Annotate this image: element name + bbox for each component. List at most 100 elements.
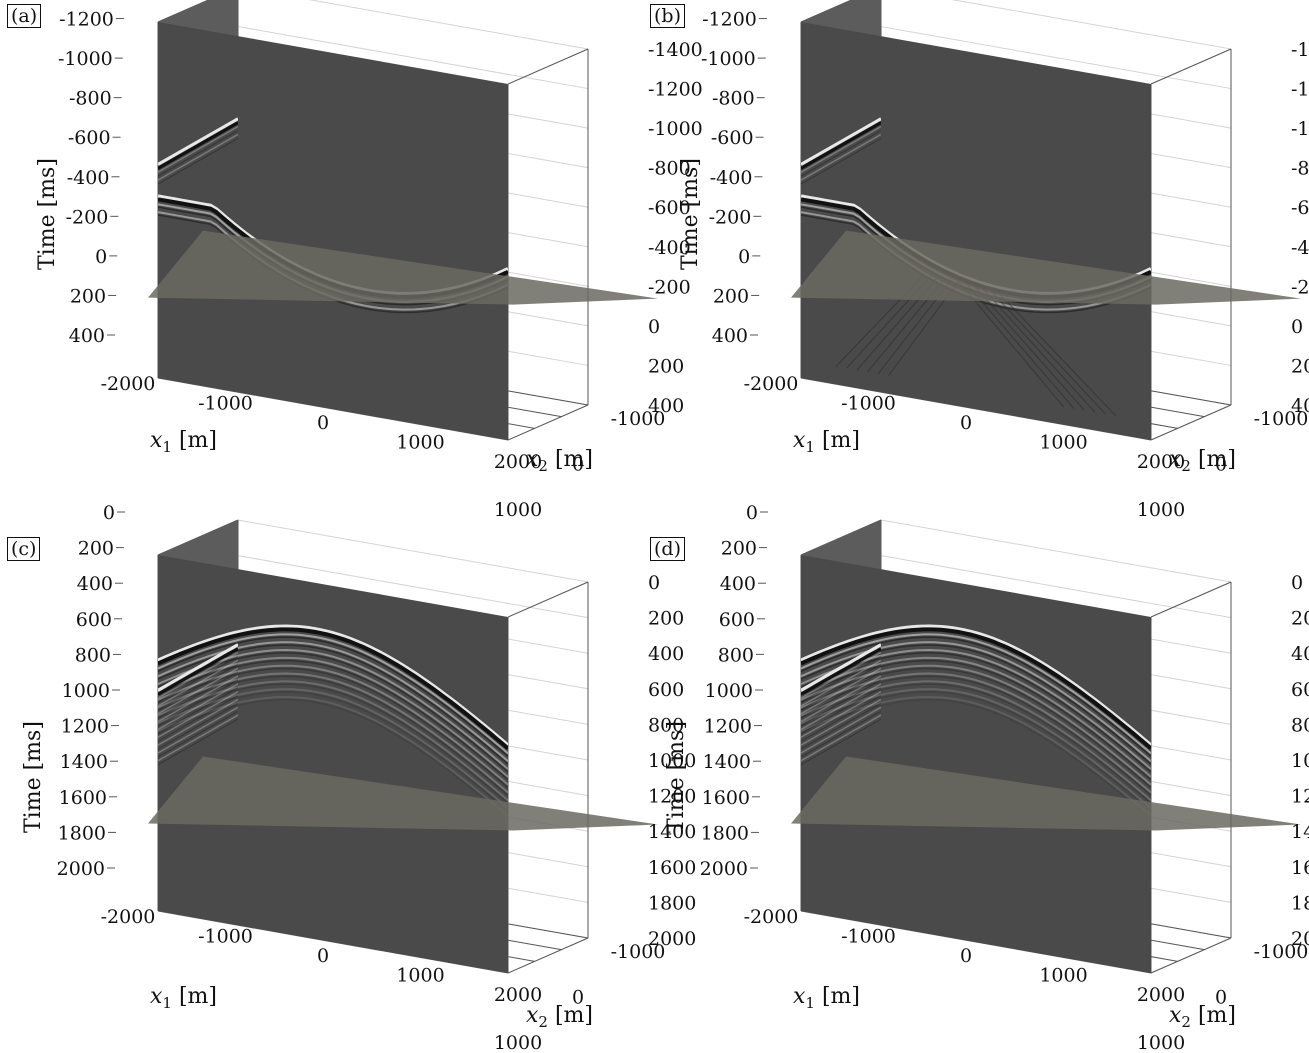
right-time-tick: 1400 <box>648 821 696 843</box>
left-time-tick: -400 <box>67 167 110 189</box>
side-events <box>158 643 238 766</box>
front-slice <box>801 22 1151 440</box>
panel-label: (c) <box>7 537 41 561</box>
panel-label: (d) <box>650 537 685 561</box>
right-time-axis: -1400 -1200 -1000 -800 -600 -400 -200 0 200 400 <box>1291 39 1309 417</box>
x1-tick: -2000 <box>744 373 799 395</box>
right-time-tick: -200 <box>1291 276 1309 298</box>
x2-tick: 0 <box>572 987 584 1009</box>
seismic-cube-a: -1400-1200-1000-800-600-400-2000200400-1… <box>35 0 703 521</box>
x1-tick: -1000 <box>841 926 896 948</box>
left-time-tick: 2000 <box>700 858 748 880</box>
left-time-tick: 400 <box>69 325 105 347</box>
side-events <box>801 643 881 766</box>
right-time-tick: -600 <box>1291 197 1309 219</box>
left-time-tick: 800 <box>75 644 111 666</box>
x1-tick: 1000 <box>1039 965 1087 987</box>
left-time-tick: 200 <box>78 538 114 560</box>
right-time-tick: 0 <box>1291 572 1303 594</box>
left-time-axis: 0 200 400 600 800 1000 1200 1400 1600 1800 2000 <box>700 502 768 880</box>
time-axis-label: Time [ms] <box>664 721 689 833</box>
x2-tick: -1000 <box>1254 408 1309 430</box>
right-time-tick: 1000 <box>648 750 696 772</box>
left-time-tick: 400 <box>720 573 756 595</box>
right-time-tick: -1400 <box>648 39 703 61</box>
right-time-tick: -400 <box>1291 237 1309 259</box>
right-time-tick: 0 <box>1291 316 1303 338</box>
x1-tick: -1000 <box>841 393 896 415</box>
x2-axis: -1000 0 1000 <box>494 408 666 521</box>
x2-tick: 1000 <box>494 1032 542 1053</box>
left-time-tick: -800 <box>69 88 112 110</box>
right-time-tick: 400 <box>1291 395 1309 417</box>
x2-tick: 1000 <box>1137 1032 1185 1053</box>
panel-label: (b) <box>650 4 685 28</box>
seismic-cube-d: 0200400600800100012001400160018002000020… <box>664 502 1309 1053</box>
x2-axis-label: x2 [m] <box>526 1003 593 1031</box>
x1-axis-label: x1 [m] <box>793 984 860 1012</box>
left-time-tick: 2000 <box>57 858 105 880</box>
right-time-axis: 0 200 400 600 800 1000 1200 1400 1600 1800 2000 <box>1291 572 1309 950</box>
x1-tick: 1000 <box>396 965 444 987</box>
x2-tick: 0 <box>1215 454 1227 476</box>
right-time-tick: 1400 <box>1291 821 1309 843</box>
left-time-tick: 1600 <box>59 787 107 809</box>
x2-axis: -1000 0 1000 <box>494 941 666 1053</box>
right-time-axis: 0 200 400 600 800 1000 1200 1400 1600 1800 2000 <box>648 572 696 950</box>
left-time-tick: 1400 <box>703 751 751 773</box>
x1-axis-label: x1 [m] <box>150 984 217 1012</box>
x1-tick: 0 <box>317 945 329 967</box>
right-time-tick: -1200 <box>1291 79 1309 101</box>
right-time-tick: 1800 <box>648 892 696 914</box>
panel-d: 0200400600800100012001400160018002000020… <box>643 502 1309 1053</box>
reflection-events <box>158 624 508 820</box>
x1-axis: -2000 -1000 0 1000 2000 <box>744 906 1186 1006</box>
left-time-tick: -1200 <box>702 9 757 31</box>
left-time-tick: 1600 <box>702 787 750 809</box>
right-time-tick: 2000 <box>648 928 696 950</box>
x1-tick: 0 <box>960 945 972 967</box>
left-time-tick: -800 <box>712 88 755 110</box>
right-time-tick: -400 <box>648 237 691 259</box>
seismic-cube-b: -1400-1200-1000-800-600-400-2000200400-1… <box>678 0 1309 521</box>
right-time-tick: 400 <box>648 395 684 417</box>
left-time-tick: -200 <box>66 206 109 228</box>
left-time-tick: 600 <box>719 609 755 631</box>
left-time-tick: 200 <box>70 285 106 307</box>
left-time-tick: 1400 <box>60 751 108 773</box>
right-time-tick: -1400 <box>1291 39 1309 61</box>
x1-tick: 2000 <box>494 451 542 473</box>
time-axis-label: Time [ms] <box>21 721 46 833</box>
right-time-tick: 1200 <box>1291 786 1309 808</box>
front-slice <box>158 555 508 973</box>
x2-tick: -1000 <box>611 941 666 963</box>
panel-b: -1400-1200-1000-800-600-400-2000200400-1… <box>643 0 1309 521</box>
left-time-axis: 0 200 400 600 800 1000 1200 1400 1600 1800 2000 <box>57 502 125 880</box>
left-time-tick: -1200 <box>59 9 114 31</box>
right-time-tick: -1000 <box>648 118 703 140</box>
right-time-tick: 200 <box>1291 355 1309 377</box>
side-events <box>158 117 238 185</box>
right-time-tick: 0 <box>648 316 660 338</box>
left-time-tick: 0 <box>738 246 750 268</box>
x1-tick: 1000 <box>396 432 444 454</box>
left-time-tick: 400 <box>712 325 748 347</box>
right-time-tick: 800 <box>648 714 684 736</box>
front-slice <box>801 555 1151 973</box>
x1-axis-label: x1 [m] <box>150 428 217 456</box>
right-time-tick: 600 <box>648 679 684 701</box>
seismic-cube-c: 0 200 400 600 800 1000 1200 1400 1600 1800 2000 0 20… <box>21 502 696 1053</box>
left-time-tick: 0 <box>103 502 115 524</box>
right-time-tick: 1600 <box>1291 857 1309 879</box>
left-time-tick: 400 <box>77 573 113 595</box>
right-time-tick: 400 <box>1291 643 1309 665</box>
right-time-tick: 400 <box>648 643 684 665</box>
horizontal-slice <box>148 230 658 305</box>
x2-tick: -1000 <box>611 408 666 430</box>
right-time-axis: -1400 -1200 -1000 -800 -600 -400 -200 0 200 400 <box>648 39 703 417</box>
left-time-tick: 200 <box>713 285 749 307</box>
side-events <box>801 117 881 185</box>
left-time-tick: 1200 <box>61 716 109 738</box>
